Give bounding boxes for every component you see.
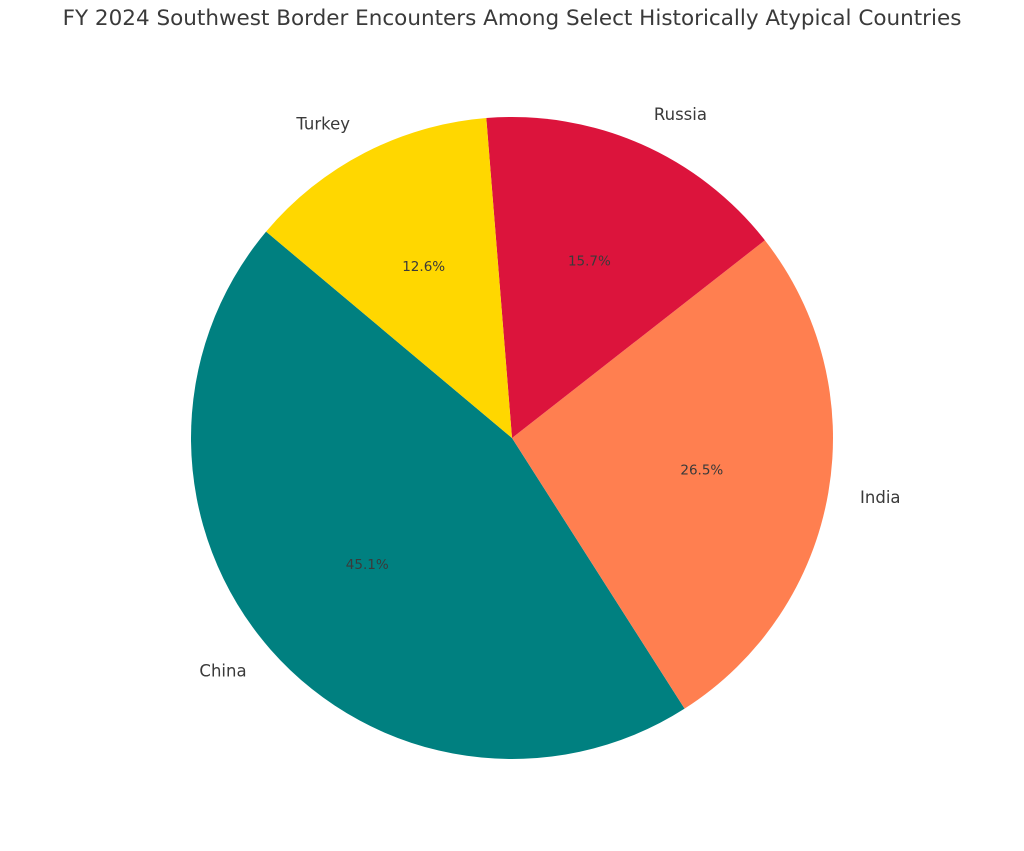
slice-label-china: China: [199, 661, 246, 680]
slice-label-india: India: [860, 488, 901, 507]
pie-slice-india: [512, 240, 833, 709]
pie-slice-turkey: [266, 118, 512, 438]
pie-slice-russia: [486, 117, 765, 439]
slice-label-russia: Russia: [654, 105, 707, 124]
slice-percent-russia: 15.7%: [568, 254, 611, 270]
slice-label-turkey: Turkey: [295, 115, 350, 134]
slice-percent-turkey: 12.6%: [402, 259, 445, 275]
pie-slice-china: [191, 231, 685, 759]
chart-title: FY 2024 Southwest Border Encounters Amon…: [62, 6, 962, 31]
slice-percent-india: 26.5%: [680, 463, 723, 479]
slice-percent-china: 45.1%: [346, 557, 389, 573]
